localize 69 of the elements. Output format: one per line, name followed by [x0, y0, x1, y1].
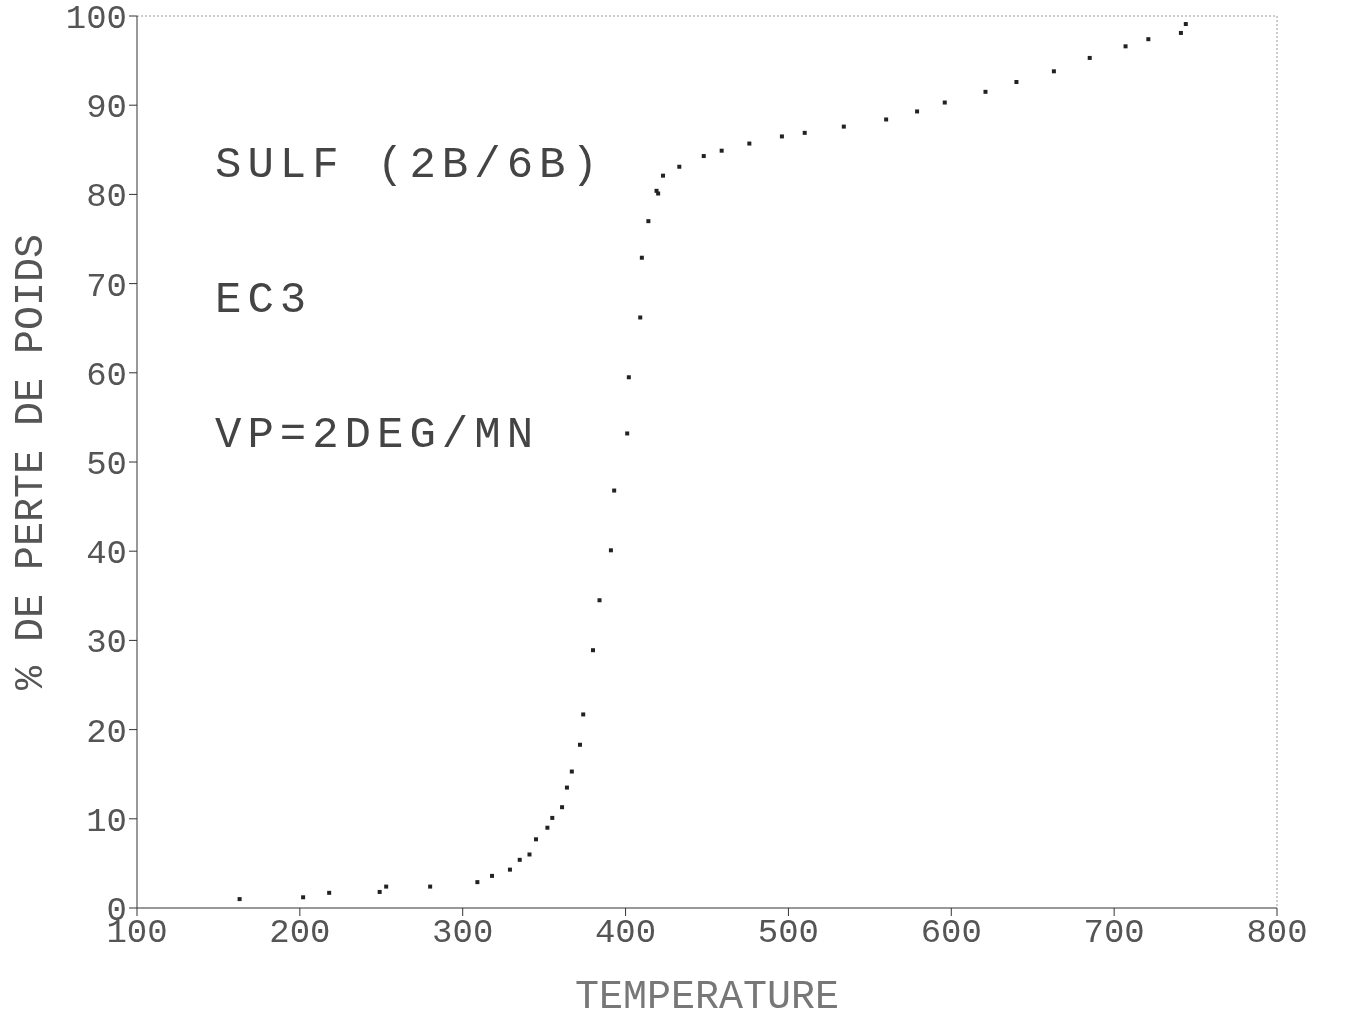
y-tick-label: 100: [65, 0, 127, 39]
point: [577, 742, 582, 747]
y-tick-label: 60: [86, 356, 127, 395]
y-tick-label: 30: [86, 624, 127, 663]
y-axis-title: % DE PERTE DE POIDS: [9, 233, 55, 691]
x-tick-label: 700: [1083, 914, 1145, 953]
point: [550, 815, 555, 820]
point: [527, 852, 532, 857]
point: [490, 873, 495, 878]
point: [301, 895, 306, 900]
point: [1014, 80, 1019, 85]
point: [377, 889, 382, 894]
point: [517, 857, 522, 862]
annotation: VP=2DEG/MN: [215, 410, 540, 460]
point: [569, 769, 574, 774]
point: [677, 164, 682, 169]
point: [560, 805, 565, 810]
point: [612, 488, 617, 493]
point: [237, 897, 242, 902]
point: [428, 884, 433, 889]
point: [638, 315, 643, 320]
point: [719, 148, 724, 153]
annotation: SULF (2B/6B): [215, 140, 604, 190]
point: [534, 837, 538, 842]
y-tick-label: 90: [86, 89, 127, 128]
x-tick-label: 400: [594, 914, 657, 953]
point: [942, 100, 947, 105]
x-tick-label: 600: [920, 914, 982, 953]
x-tick-label: 800: [1246, 914, 1308, 953]
point: [625, 431, 630, 436]
y-tick-label: 40: [86, 535, 127, 574]
point: [1051, 69, 1056, 74]
point: [802, 130, 807, 135]
y-tick-label: 80: [86, 178, 127, 217]
y-tick-label: 50: [86, 446, 127, 485]
point: [1178, 30, 1183, 35]
point: [841, 124, 846, 129]
point: [983, 89, 988, 94]
point: [1146, 37, 1151, 42]
point: [747, 141, 752, 146]
point: [1123, 44, 1128, 49]
point: [1087, 55, 1092, 60]
point: [646, 219, 651, 224]
point: [545, 825, 550, 830]
point: [564, 785, 569, 790]
y-tick-label: 20: [86, 713, 127, 752]
point: [608, 548, 613, 553]
x-tick-label: 300: [432, 914, 494, 953]
y-tick-label: 70: [86, 267, 127, 306]
x-tick-label: 200: [269, 914, 331, 953]
point: [626, 375, 631, 380]
point: [327, 890, 332, 895]
y-tick-label: 10: [86, 802, 127, 841]
point: [581, 712, 586, 717]
point: [915, 109, 920, 114]
point: [597, 598, 602, 603]
point: [1183, 22, 1188, 27]
point: [661, 173, 666, 178]
point: [475, 880, 480, 885]
point: [591, 648, 595, 653]
x-axis-title: TEMPERATURE: [574, 975, 840, 1018]
point: [884, 117, 889, 122]
point: [639, 255, 644, 260]
point: [507, 867, 512, 872]
point: [779, 134, 784, 139]
point: [384, 884, 389, 889]
annotation: EC3: [215, 275, 313, 325]
point: [701, 154, 706, 159]
x-tick-label: 500: [757, 914, 820, 953]
